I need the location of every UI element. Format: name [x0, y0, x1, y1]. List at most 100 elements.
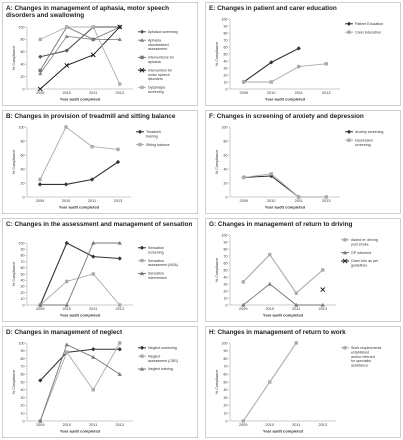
- legend-entry: Treadmill training: [136, 129, 161, 138]
- y-tick-label: 20: [224, 73, 228, 77]
- data-point: [268, 252, 272, 257]
- legend-entry: Intervention for motor speech disorders: [138, 67, 173, 81]
- series-0: [241, 252, 325, 295]
- y-tick-label: 0: [23, 419, 25, 423]
- data-point: [64, 342, 69, 347]
- y-tick-label: 0: [226, 195, 228, 199]
- legend-marker: [342, 258, 348, 264]
- legend-marker: [140, 354, 144, 358]
- legend-label: Sensation assessment (NSA): [148, 259, 178, 267]
- data-point: [294, 341, 298, 345]
- data-point: [90, 144, 94, 149]
- y-tick-label: 30: [224, 396, 228, 400]
- chart-panel-c: C: Changes in the assessment and managem…: [2, 218, 198, 322]
- legend-entry: Sensation assessment (NSA): [138, 259, 178, 267]
- x-axis-label: Year audit completed: [263, 429, 304, 434]
- data-point: [241, 419, 245, 423]
- legend-label: Aphasia screening: [148, 30, 178, 34]
- y-tick-label: 70: [21, 260, 25, 264]
- y-tick-label: 30: [224, 282, 228, 286]
- y-tick-label: 100: [19, 25, 25, 29]
- data-point: [64, 302, 69, 307]
- y-tick-label: 80: [21, 38, 25, 42]
- y-tick-label: 40: [224, 59, 228, 63]
- data-point: [91, 354, 96, 359]
- data-point: [116, 147, 120, 152]
- series-line: [243, 175, 300, 198]
- y-tick-label: 100: [222, 17, 228, 21]
- legend-label: Aphasia standardised assessment: [148, 38, 169, 51]
- legend-label: Depression screening: [355, 138, 373, 146]
- legend-marker: [346, 129, 352, 134]
- series-line: [40, 26, 121, 85]
- data-point: [320, 302, 325, 307]
- legend-label: Sensation screening: [148, 246, 164, 254]
- y-tick-label: 70: [224, 254, 228, 258]
- x-tick-label: 2010: [266, 423, 274, 427]
- x-tick-label: 2009: [240, 199, 248, 203]
- data-point: [38, 177, 42, 182]
- data-point: [117, 347, 122, 352]
- series-0: [241, 46, 301, 85]
- chart-panel-g: G: Changes in management of return to dr…: [205, 218, 401, 322]
- y-tick-label: 90: [224, 24, 228, 28]
- legend-entry: Aphasia screening: [138, 29, 178, 34]
- y-tick-label: 40: [21, 63, 25, 67]
- x-tick-label: 2009: [239, 423, 247, 427]
- chart-panel-h: H: Changes in management of return to wo…: [205, 326, 401, 438]
- x-tick-label: 2009: [240, 91, 248, 95]
- series-line: [242, 253, 324, 294]
- y-tick-label: 30: [21, 285, 25, 289]
- y-tick-label: 60: [224, 153, 228, 157]
- chart-svg: 0 20 40 60 80 100 2009 2010 2011 2013 Year audit c…: [215, 125, 383, 209]
- x-tick-label: 2010: [63, 423, 71, 427]
- y-tick-label: 90: [21, 349, 25, 353]
- data-point: [64, 240, 69, 246]
- data-point: [38, 302, 43, 307]
- x-tick-label: 2011: [89, 307, 97, 311]
- chart-svg: 0 10 20 30 40 50 60 70 80 90 100 2009 2010 2011 2013 Ye…: [215, 233, 379, 317]
- data-point: [296, 46, 301, 51]
- y-axis-label: % Compliance: [215, 370, 219, 394]
- chart-panel-b: B: Changes in provision of treadmill and…: [2, 110, 198, 214]
- series-1: [242, 62, 328, 84]
- x-tick-label: 2011: [292, 307, 300, 311]
- chart-title: A: Changes in management of aphasia, mot…: [6, 5, 169, 20]
- data-point: [115, 159, 121, 165]
- series-0: [38, 347, 122, 383]
- y-tick-label: 40: [21, 279, 25, 283]
- y-tick-label: 20: [21, 75, 25, 79]
- chart-title: G: Changes in management of return to dr…: [209, 221, 353, 228]
- y-tick-label: 10: [21, 412, 25, 416]
- data-point: [321, 268, 325, 272]
- x-tick-label: 2013: [319, 307, 327, 311]
- series-line: [243, 63, 327, 83]
- y-tick-label: 20: [21, 404, 25, 408]
- legend-label: Asked re: driving post stroke: [351, 238, 378, 246]
- series-line: [242, 283, 323, 306]
- y-tick-label: 60: [21, 266, 25, 270]
- legend-marker: [140, 258, 144, 263]
- y-tick-label: 80: [224, 139, 228, 143]
- legend-entry: Aphasia standardised assessment: [138, 38, 169, 51]
- x-tick-label: 2013: [322, 91, 330, 95]
- series-1: [241, 281, 325, 307]
- x-tick-label: 2013: [114, 199, 122, 203]
- data-point: [37, 86, 43, 92]
- data-point: [117, 240, 122, 245]
- data-point: [65, 279, 69, 284]
- series-1: [38, 272, 122, 307]
- y-tick-label: 50: [224, 268, 228, 272]
- chart-title: H: Changes in management of return to wo…: [209, 329, 346, 336]
- legend-marker: [139, 366, 145, 371]
- legend-label: Patient Education: [355, 22, 383, 26]
- legend-label: Neglect training: [148, 367, 173, 371]
- y-tick-label: 70: [21, 365, 25, 369]
- data-point: [64, 63, 70, 68]
- y-tick-label: 90: [224, 240, 228, 244]
- data-point: [64, 125, 68, 129]
- x-tick-label: 2013: [116, 423, 124, 427]
- legend-marker: [347, 30, 351, 34]
- x-tick-label: 2009: [36, 307, 44, 311]
- series-line: [39, 342, 121, 422]
